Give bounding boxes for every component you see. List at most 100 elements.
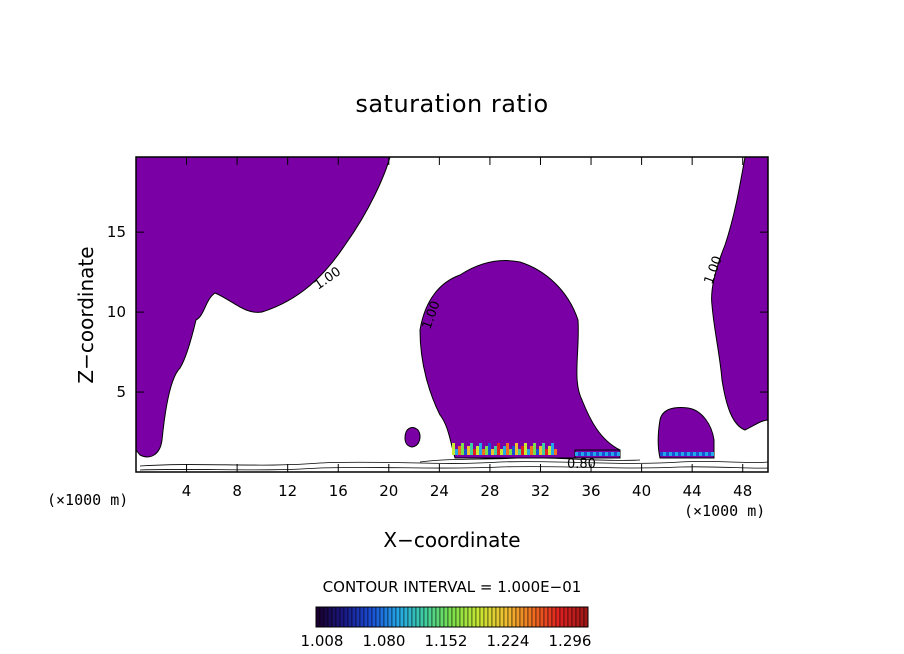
x-unit-label: (×1000 m) [684,502,765,520]
band-cell [687,452,690,456]
colorbar-swatch [575,606,581,628]
band-cell [596,452,599,456]
x-tick-label: 40 [632,482,651,500]
band-cell [551,443,554,455]
colorbar-swatch [447,606,453,628]
surface-contours [139,457,768,471]
band-cell [599,452,602,456]
colorbar-swatch [483,606,489,628]
band-cell [575,452,578,456]
saturated-region-right [711,157,768,431]
colorbar-swatch [335,606,341,628]
band-cell [527,449,530,455]
colorbar-swatch [547,606,553,628]
colorbar-swatch [515,606,521,628]
colorbar-tick-label: 1.296 [549,632,592,650]
y-tick-label: 15 [107,223,126,241]
colorbar-swatch [455,606,461,628]
colorbar-swatch [495,606,501,628]
colorbar [315,606,589,628]
band-cell [536,449,539,455]
band-cell [521,446,524,455]
colorbar-swatch [391,606,397,628]
band-cell [690,452,693,456]
colorbar-swatch [567,606,573,628]
colorbar-swatch [431,606,437,628]
band-cell [524,443,527,455]
band-cell [614,452,617,456]
colorbar-swatch [375,606,381,628]
x-tick-label: 48 [733,482,752,500]
x-tick-label: 28 [480,482,499,500]
plot-frame [135,156,769,473]
band-cell [458,446,461,455]
band-cell [672,452,675,456]
supersaturation-band [452,443,714,456]
colorbar-swatch [491,606,497,628]
band-cell [611,452,614,456]
colorbar-swatch [475,606,481,628]
band-cell [530,446,533,455]
colorbar-swatch [411,606,417,628]
colorbar-swatch [343,606,349,628]
band-cell [584,452,587,456]
colorbar-tick-label: 1.008 [301,632,344,650]
band-cell [485,446,488,455]
band-cell [482,449,485,455]
colorbar-swatch [419,606,425,628]
colorbar-swatch [467,606,473,628]
band-cell [542,443,545,455]
colorbar-tick-label: 1.080 [363,632,406,650]
colorbar-swatch [543,606,549,628]
band-cell [608,452,611,456]
colorbar-swatch [323,606,329,628]
colorbar-swatch [551,606,557,628]
band-cell [678,452,681,456]
band-cell [539,446,542,455]
colorbar-swatch [415,606,421,628]
x-tick-label: 8 [232,482,242,500]
band-cell [455,449,458,455]
colorbar-swatch [555,606,561,628]
colorbar-frame [315,606,589,628]
colorbar-swatch [499,606,505,628]
colorbar-tick-label: 1.152 [425,632,468,650]
colorbar-swatch [571,606,577,628]
band-cell [684,452,687,456]
band-cell [617,452,620,456]
colorbar-swatch [435,606,441,628]
band-cell [602,452,605,456]
contour-interval: CONTOUR INTERVAL = 1.000E−01 [323,578,582,596]
colorbar-swatch [463,606,469,628]
colorbar-swatch [563,606,569,628]
band-cell [518,449,521,455]
colorbar-swatch [331,606,337,628]
band-cell [554,449,557,455]
colorbar-swatch [327,606,333,628]
colorbar-swatch [535,606,541,628]
band-cell [675,452,678,456]
band-cell [470,443,473,455]
band-cell [548,446,551,455]
x-tick-label: 12 [278,482,297,500]
band-cell [708,452,711,456]
band-cell [491,449,494,455]
colorbar-swatch [383,606,389,628]
colorbar-swatch [443,606,449,628]
x-tick-label: 36 [581,482,600,500]
band-cell [515,443,518,455]
colorbar-swatch [439,606,445,628]
band-cell [581,452,584,456]
colorbar-swatch [471,606,477,628]
colorbar-swatch [583,606,589,628]
colorbar-swatch [539,606,545,628]
colorbar-swatch [427,606,433,628]
colorbar-swatch [403,606,409,628]
band-cell [512,446,515,455]
band-cell [587,452,590,456]
band-cell [488,443,491,455]
plot-area [136,157,768,471]
band-cell [660,452,663,456]
y-axis: 5 10 15 [107,223,768,401]
